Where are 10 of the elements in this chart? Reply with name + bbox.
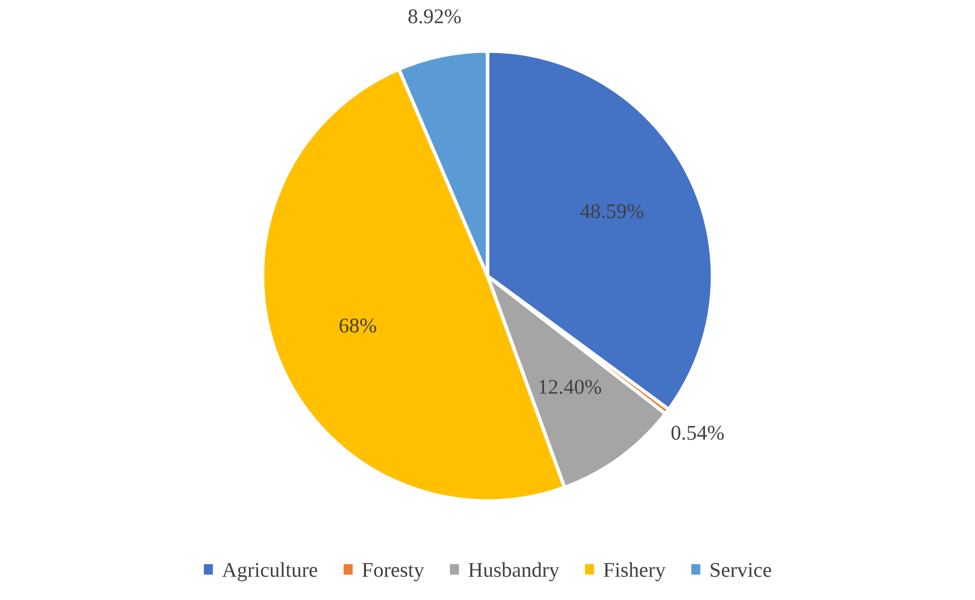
legend-label: Fishery <box>604 562 666 582</box>
data-label: 48.59% <box>580 204 644 218</box>
data-label: 8.92% <box>408 9 461 24</box>
legend-label: Husbandry <box>468 562 560 582</box>
legend-label: Service <box>710 562 772 577</box>
data-label: 68% <box>340 318 376 333</box>
legend-label: Foresty <box>362 563 424 582</box>
data-label: 0.54% <box>672 426 724 440</box>
data-label: 12.40% <box>539 380 602 394</box>
legend-label: Agriculture <box>222 562 318 582</box>
